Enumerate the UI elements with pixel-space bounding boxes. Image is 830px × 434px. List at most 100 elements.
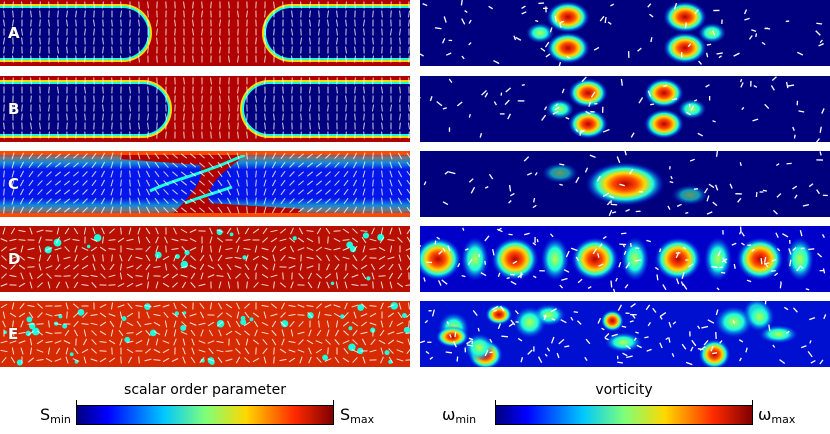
director-mark [315,162,323,168]
flow-arrow [659,312,667,317]
director-mark [271,152,277,160]
director-mark [3,197,5,205]
director-mark [172,207,178,213]
director-mark [108,274,116,278]
director-mark [264,77,266,85]
director-mark [246,113,248,121]
director-mark [354,46,356,54]
flow-arrow [785,330,790,334]
flow-arrow [559,284,564,289]
director-mark [73,329,79,337]
flow-arrow [602,235,607,240]
director-mark [246,188,248,196]
director-mark [406,236,410,243]
director-mark [10,227,16,235]
flow-arrow [621,232,627,235]
director-mark [306,256,314,260]
director-mark [189,153,197,159]
flow-arrow [611,211,617,214]
flow-arrow [555,103,559,107]
director-mark [397,161,403,169]
director-mark [190,356,196,364]
director-mark [18,282,26,288]
director-mark [147,10,149,18]
director-mark [11,179,15,187]
director-mark [189,171,197,177]
director-mark [199,254,205,262]
director-mark [9,340,17,344]
director-mark [335,281,339,289]
order-field-c [0,151,410,217]
director-mark [270,237,278,243]
director-mark [372,170,374,178]
director-mark [137,197,141,205]
director-mark [0,264,8,270]
director-mark [372,197,374,205]
director-mark [12,46,14,54]
director-mark [219,95,221,103]
flow-arrow [708,183,715,189]
director-mark [110,152,114,160]
director-mark [182,338,186,346]
vortex-region [759,325,798,344]
director-mark [138,19,140,27]
director-mark [182,347,186,355]
director-mark [173,338,177,346]
director-mark [381,161,383,169]
director-mark [1,255,7,261]
director-mark [29,272,33,280]
director-mark [342,256,350,260]
director-mark [28,170,34,178]
director-mark [336,10,338,18]
director-mark [90,322,98,326]
director-mark [297,247,305,251]
director-mark [135,330,143,336]
director-mark [48,86,50,94]
director-mark [264,113,266,121]
director-mark [11,329,15,337]
flow-arrow [712,201,718,207]
director-mark [165,46,167,54]
director-mark [57,28,59,36]
director-mark [46,171,52,177]
director-mark [199,180,205,186]
director-mark [126,348,134,354]
flow-arrow [732,320,736,324]
director-mark [190,272,196,280]
flow-arrow [685,211,689,214]
flow-arrow [779,359,786,365]
director-mark [19,179,25,187]
director-mark [27,247,35,251]
director-mark [91,339,97,345]
flow-arrow [508,184,512,192]
flow-arrow [703,339,709,346]
director-mark [180,265,188,269]
director-mark [171,238,179,242]
director-mark [127,302,133,310]
director-mark [334,356,340,364]
flow-arrow [561,88,565,94]
flow-arrow [798,110,805,113]
director-mark [198,349,206,353]
director-mark [263,206,267,214]
director-mark [327,10,329,18]
flow-arrow [532,275,537,279]
director-mark [18,312,26,318]
director-mark [226,197,232,205]
director-mark [234,330,242,336]
director-mark [380,302,384,310]
director-mark [406,313,410,318]
director-mark [81,284,89,286]
flow-arrow [461,275,466,278]
director-mark [9,312,17,318]
director-mark [309,19,311,27]
director-mark [108,239,116,241]
director-mark [387,304,395,308]
director-mark [171,312,179,318]
director-mark [318,10,320,18]
director-mark [73,162,79,168]
director-mark [37,198,43,204]
director-mark [174,19,176,27]
director-mark [38,236,42,244]
director-mark [54,207,62,213]
